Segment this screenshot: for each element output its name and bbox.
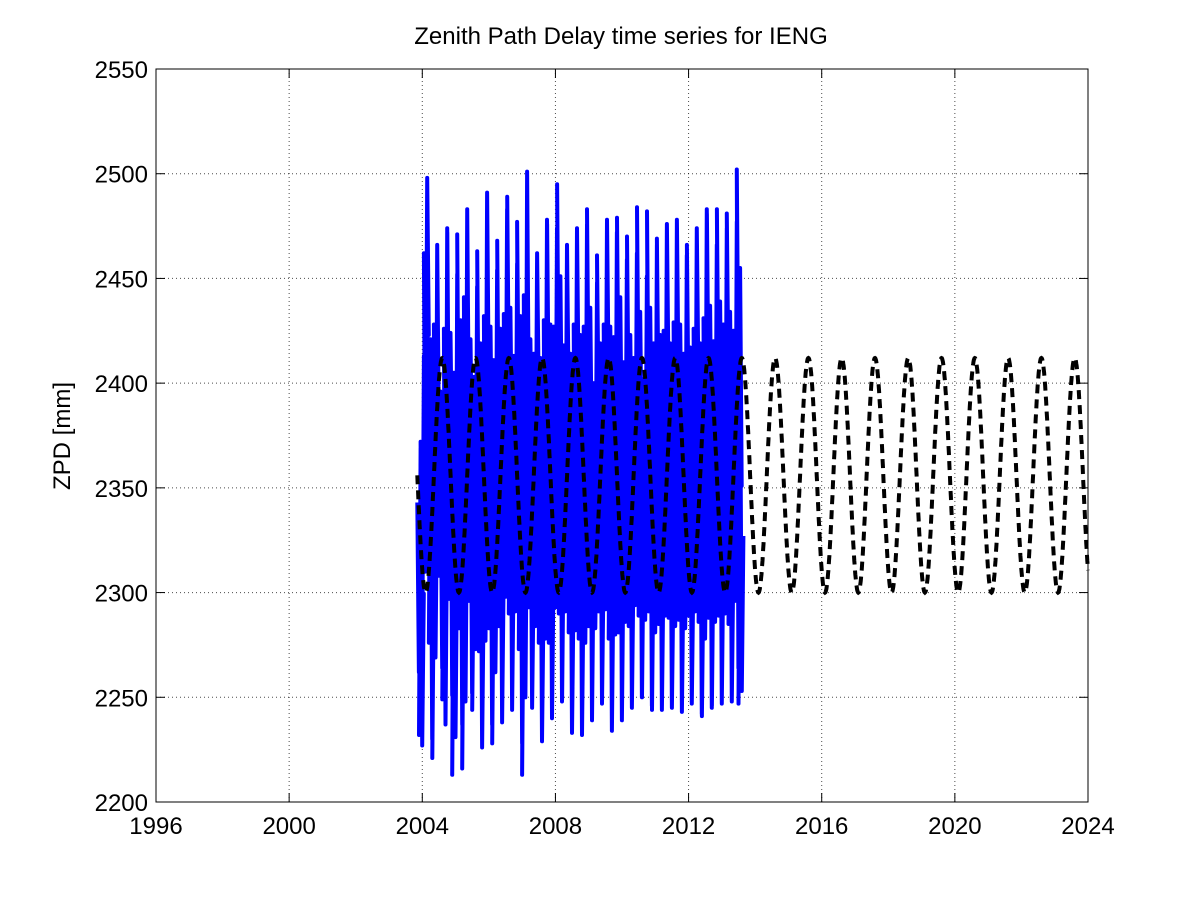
zpd-observations-line [415,167,746,777]
chart-title: Zenith Path Delay time series for IENG [414,23,827,50]
x-tick-label: 1996 [129,813,182,840]
y-tick-label: 2450 [95,266,148,293]
y-tick-label: 2250 [95,685,148,712]
y-tick-labels: 2200 2250 2300 2350 2400 2450 2500 2550 [95,57,148,817]
x-tick-label: 2012 [662,813,715,840]
y-tick-label: 2200 [95,790,148,817]
y-tick-label: 2500 [95,162,148,189]
plot-frame [155,68,1089,803]
x-tick-label: 2000 [262,813,315,840]
x-tick-label: 2008 [529,813,582,840]
zpd-observations-series [415,167,746,777]
axis-ticks [155,68,1089,803]
x-tick-label: 2016 [795,813,848,840]
y-tick-label: 2550 [95,57,148,84]
x-tick-label: 2024 [1061,813,1114,840]
y-tick-label: 2300 [95,581,148,608]
x-tick-label: 2020 [928,813,981,840]
x-tick-label: 2004 [396,813,449,840]
y-axis-label: ZPD [mm] [49,382,76,490]
y-tick-label: 2350 [95,476,148,503]
y-tick-label: 2400 [95,371,148,398]
x-tick-labels: 1996 2000 2004 2008 2012 2016 2020 2024 [129,813,1114,840]
